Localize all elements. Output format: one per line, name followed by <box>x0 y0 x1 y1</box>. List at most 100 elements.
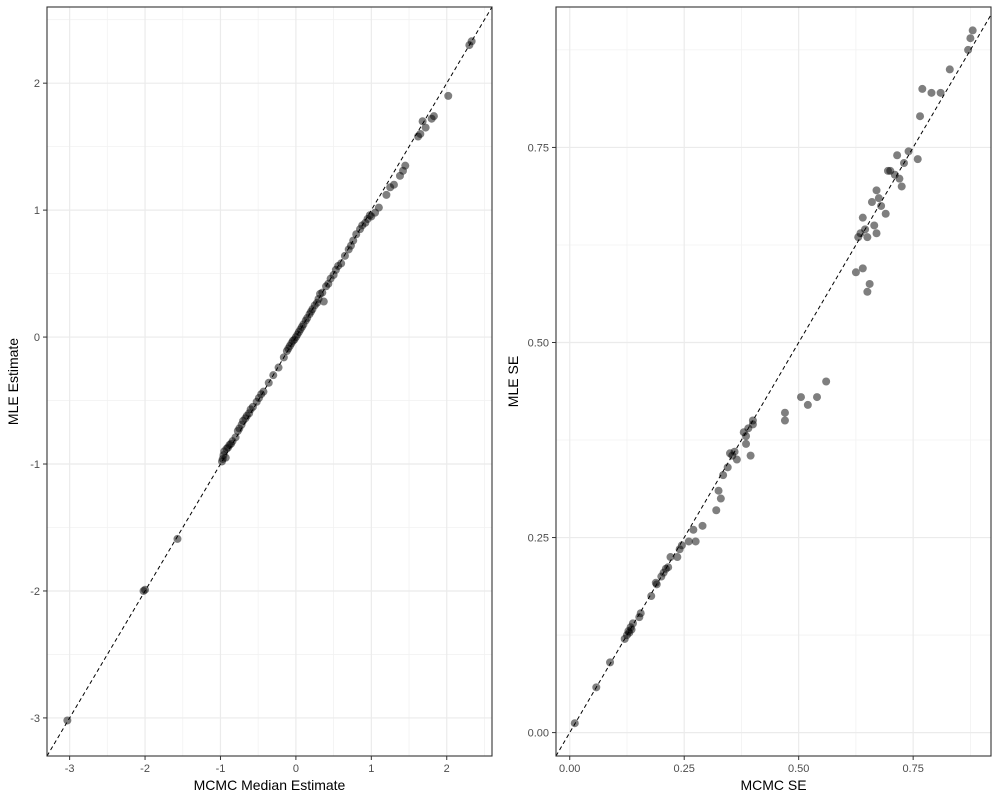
data-point <box>945 65 954 74</box>
data-point <box>269 371 278 380</box>
data-point <box>716 494 725 503</box>
data-point <box>897 182 906 191</box>
y-tick-label: -1 <box>30 459 40 471</box>
data-point <box>858 264 867 273</box>
data-point <box>719 471 728 480</box>
grid <box>47 7 492 756</box>
data-point <box>418 117 427 126</box>
data-point <box>259 387 268 396</box>
y-tick-label: 1 <box>34 205 40 217</box>
data-point <box>647 592 656 601</box>
data-point <box>714 486 723 495</box>
data-point <box>382 190 391 199</box>
data-point <box>867 198 876 207</box>
data-point <box>340 251 349 260</box>
data-point <box>893 151 902 160</box>
data-point <box>677 541 686 550</box>
data-point <box>636 609 645 618</box>
data-point <box>652 580 661 589</box>
data-point <box>874 194 883 203</box>
data-point <box>444 91 453 100</box>
data-point <box>881 209 890 218</box>
data-point <box>231 433 240 442</box>
x-tick-label: 0 <box>293 763 299 775</box>
data-point <box>927 88 936 97</box>
data-point <box>349 236 358 245</box>
x-tick-label: 0.25 <box>673 763 694 775</box>
right-scatter-panel: 0.00 0.25 0.50 0.75 0.00 0.25 0.50 0.75 MCMC SE M… <box>505 6 992 793</box>
data-point <box>851 268 860 277</box>
data-point <box>691 537 700 546</box>
data-point <box>664 563 673 572</box>
data-point <box>684 537 693 546</box>
points <box>570 26 977 728</box>
data-point <box>870 221 879 230</box>
data-point <box>666 553 675 562</box>
x-tick-label: 0.50 <box>788 763 809 775</box>
y-tick-label: 0 <box>34 332 40 344</box>
data-point <box>221 453 230 462</box>
data-point <box>374 203 383 212</box>
data-point <box>389 180 398 189</box>
data-point <box>429 112 438 121</box>
plot-background <box>556 7 991 756</box>
y-tick-label: 0.25 <box>528 533 549 545</box>
data-point <box>319 297 328 306</box>
x-tick-label: 0.75 <box>902 763 923 775</box>
y-axis-title: MLE SE <box>505 356 521 407</box>
x-tick-label: 1 <box>368 763 374 775</box>
y-tick-label: -3 <box>30 713 40 725</box>
y-tick-label: 2 <box>34 78 40 90</box>
data-point <box>592 683 601 692</box>
data-point <box>606 658 615 667</box>
y-tick-label: 0.00 <box>528 728 549 740</box>
panel-border <box>555 6 992 757</box>
data-point <box>822 377 831 386</box>
y-tick-label: 0.50 <box>528 337 549 349</box>
y-tick-label: 0.75 <box>528 142 549 154</box>
panel-border <box>46 6 493 757</box>
data-point <box>416 129 425 138</box>
data-point <box>401 161 410 170</box>
x-tick-label: 0.00 <box>559 763 580 775</box>
data-point <box>421 123 430 132</box>
data-point <box>173 534 182 543</box>
y-tick-label: -2 <box>30 586 40 598</box>
data-point <box>916 112 925 121</box>
data-point <box>742 439 751 448</box>
data-point <box>698 521 707 530</box>
x-tick-label: -2 <box>140 763 150 775</box>
data-point <box>467 37 476 46</box>
data-point <box>673 553 682 562</box>
data-point <box>863 233 872 242</box>
data-point <box>858 213 867 222</box>
x-tick-label: -3 <box>65 763 75 775</box>
data-point <box>264 378 273 387</box>
x-axis-title: MCMC Median Estimate <box>194 777 346 793</box>
data-point <box>746 451 755 460</box>
data-point <box>274 363 283 372</box>
x-tick-label: 2 <box>444 763 450 775</box>
data-point <box>872 229 881 238</box>
x-axis-title: MCMC SE <box>740 777 806 793</box>
data-point <box>964 45 973 54</box>
data-point <box>968 26 977 35</box>
data-point <box>748 420 757 429</box>
data-point <box>872 186 881 195</box>
left-scatter-panel: -3 -2 -1 0 1 2 -3 -2 -1 0 1 2 MCMC Median Estimate ML… <box>5 6 493 793</box>
data-point <box>900 159 908 168</box>
data-point <box>63 716 72 725</box>
data-point <box>966 34 975 43</box>
data-point <box>803 400 812 409</box>
points <box>63 37 476 725</box>
data-point <box>279 353 288 362</box>
data-point <box>337 259 346 268</box>
data-point <box>865 279 874 288</box>
data-point <box>689 525 698 534</box>
data-point <box>918 84 927 93</box>
data-point <box>813 393 821 402</box>
data-point <box>318 288 327 297</box>
data-point <box>861 225 870 234</box>
data-point <box>796 393 805 402</box>
